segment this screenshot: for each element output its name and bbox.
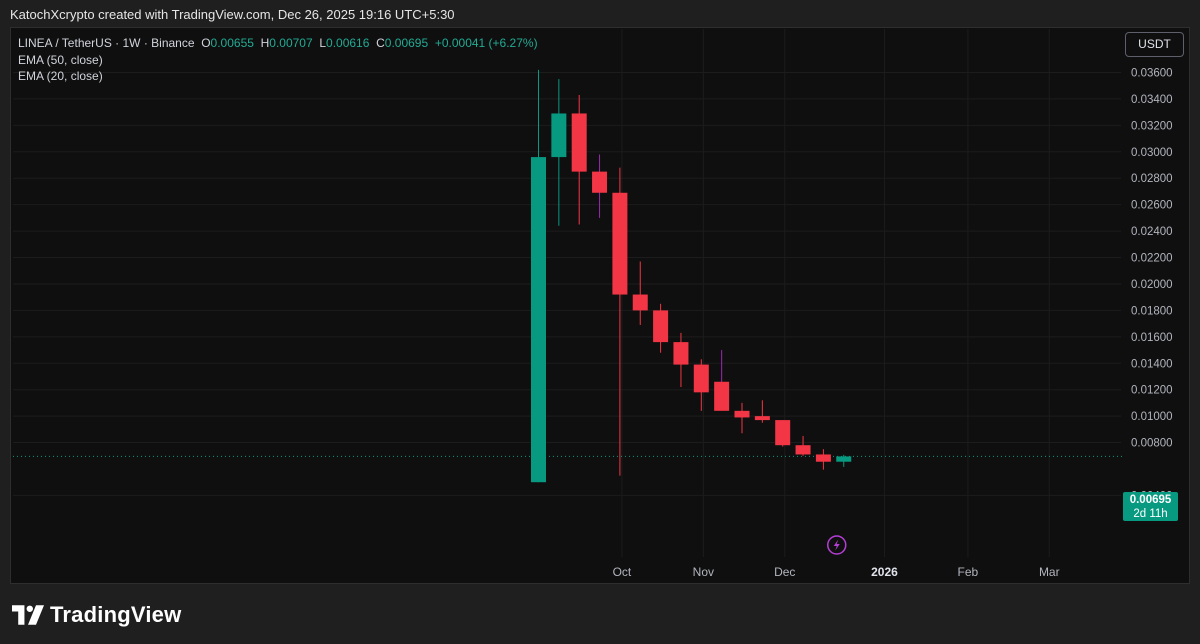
chart-attribution: KatochXcrypto created with TradingView.c…: [10, 7, 455, 22]
y-tick-label: 0.02800: [1131, 173, 1173, 185]
x-axis-labels: Oct Nov Dec 2026 Feb Mar: [613, 565, 1060, 579]
indicator-ema-20[interactable]: EMA (20, close): [18, 69, 103, 83]
high-label: H: [260, 36, 270, 50]
candle-body: [612, 192, 628, 295]
chart-panel[interactable]: 0.004000.008000.010000.012000.014000.016…: [10, 27, 1190, 584]
y-tick-label: 0.02200: [1131, 253, 1173, 265]
tradingview-logo-icon: [12, 605, 44, 625]
candle-body: [653, 310, 669, 343]
chart-legend: LINEA / TetherUS · 1W · Binance O0.00655…: [18, 35, 538, 85]
candle-body: [592, 171, 608, 193]
y-tick-label: 0.00800: [1131, 438, 1173, 450]
y-tick-label: 0.01800: [1131, 305, 1173, 317]
grid-lines: [13, 29, 1121, 557]
tradingview-brand: TradingView: [50, 602, 182, 627]
y-tick-label: 0.01400: [1131, 358, 1173, 370]
candle-body: [632, 294, 648, 311]
low-label: L: [319, 36, 327, 50]
x-tick-label: Mar: [1039, 565, 1060, 579]
y-tick-label: 0.01000: [1131, 411, 1173, 423]
close-value: 0.00695: [384, 36, 429, 50]
tradingview-logo[interactable]: TradingView: [12, 600, 181, 630]
lightning-icon: [833, 539, 840, 551]
candles: [531, 69, 852, 483]
y-tick-label: 0.03200: [1131, 120, 1173, 132]
candle-body: [754, 416, 770, 421]
lightning-event-marker: [827, 535, 847, 555]
candle-body: [531, 157, 546, 483]
open-label: O: [201, 36, 211, 50]
high-value: 0.00707: [269, 36, 313, 50]
x-tick-label: Feb: [958, 565, 979, 579]
x-tick-label: Oct: [613, 565, 632, 579]
y-tick-label: 0.01600: [1131, 332, 1173, 344]
candle-body: [815, 454, 831, 462]
candle-body: [571, 113, 587, 172]
candle-body: [795, 445, 811, 455]
ohlc-legend-line: LINEA / TetherUS · 1W · Binance O0.00655…: [18, 35, 538, 52]
candle-body: [734, 410, 750, 418]
candle-body: [693, 364, 709, 393]
y-tick-label: 0.03000: [1131, 147, 1173, 159]
indicator-ema-50[interactable]: EMA (50, close): [18, 52, 103, 67]
candle-body: [714, 381, 730, 411]
candlestick-chart[interactable]: 0.004000.008000.010000.012000.014000.016…: [11, 28, 1189, 583]
change-value: +0.00041 (+6.27%): [434, 36, 538, 50]
y-tick-label: 0.02600: [1131, 200, 1173, 212]
x-tick-label: Nov: [693, 565, 714, 579]
candle-body: [673, 342, 689, 365]
last-price-label: 0.00695 2d 11h: [1123, 492, 1178, 521]
candle-body: [775, 420, 791, 446]
open-value: 0.00655: [210, 36, 254, 50]
last-price-value: 0.00695: [1129, 494, 1172, 506]
y-tick-label: 0.01200: [1131, 385, 1173, 397]
y-tick-label: 0.03400: [1131, 94, 1173, 106]
y-tick-label: 0.02000: [1131, 279, 1173, 291]
close-label: C: [376, 36, 385, 50]
event-marker-ring: [827, 535, 847, 555]
symbol-title[interactable]: LINEA / TetherUS · 1W · Binance: [18, 36, 195, 50]
y-axis-labels: 0.004000.008000.010000.012000.014000.016…: [1131, 67, 1173, 502]
y-tick-label: 0.02400: [1131, 226, 1173, 238]
x-tick-label: Dec: [774, 565, 795, 579]
y-tick-label: 0.03600: [1131, 67, 1173, 79]
x-tick-label: 2026: [871, 565, 898, 579]
bar-countdown: 2d 11h: [1133, 508, 1168, 520]
candle-body: [836, 456, 852, 462]
candle-body: [551, 113, 567, 158]
low-value: 0.00616: [326, 36, 370, 50]
currency-button[interactable]: USDT: [1125, 32, 1184, 57]
